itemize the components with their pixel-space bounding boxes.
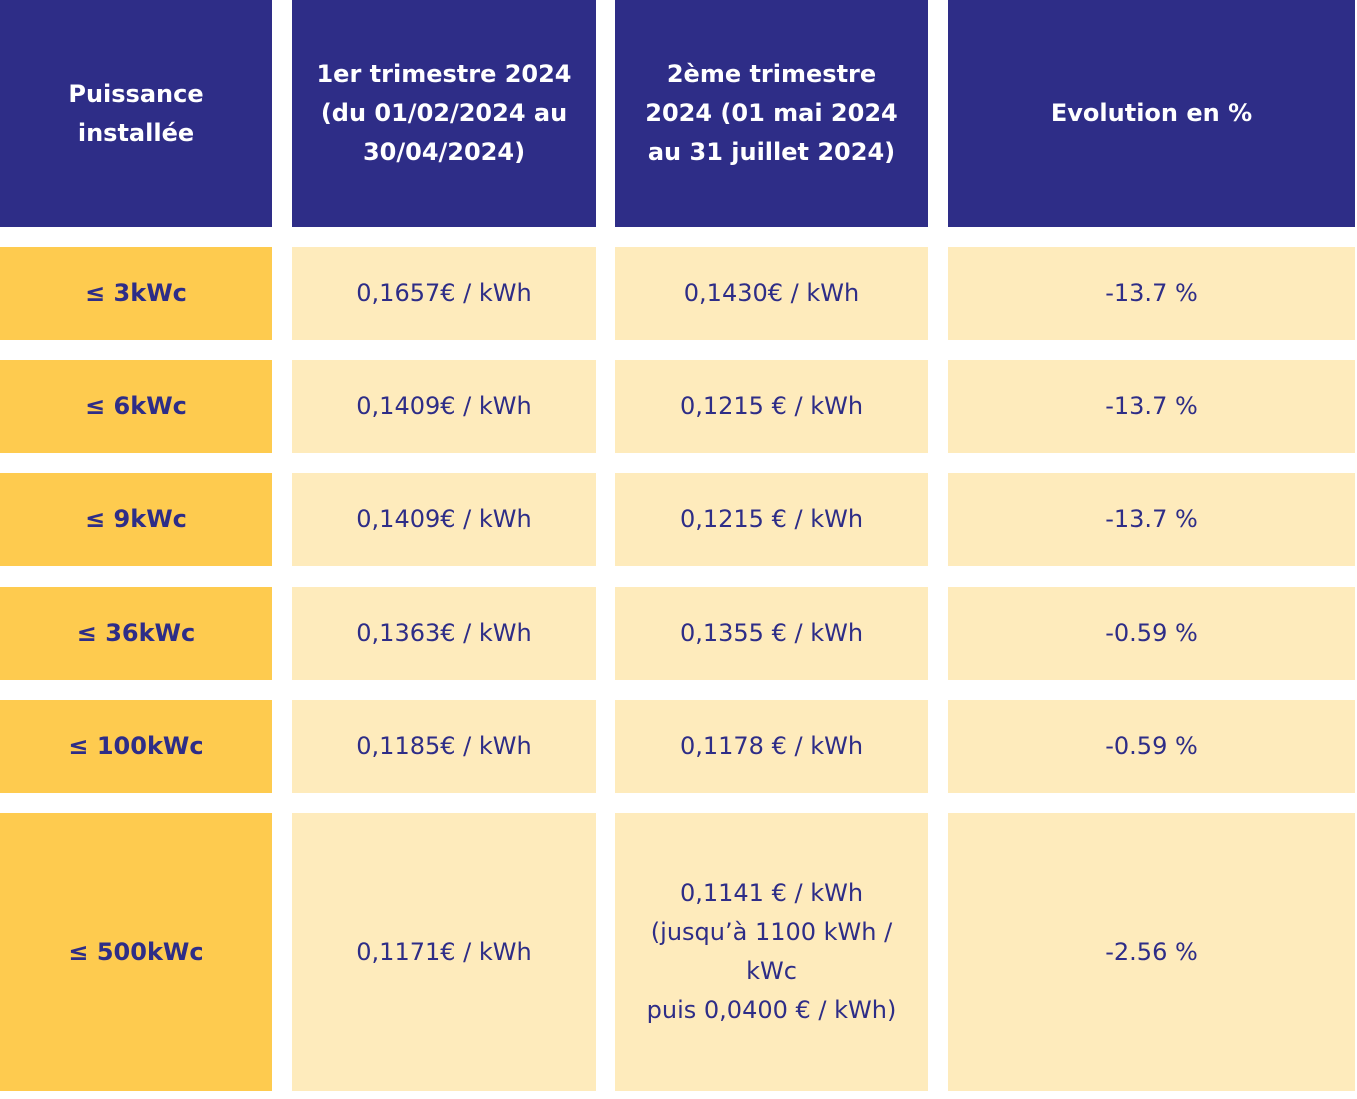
table-cell: 0,1355 € / kWh	[615, 587, 928, 680]
table-cell: -13.7 %	[948, 247, 1355, 340]
table-cell: 0,1141 € / kWh (jusqu’à 1100 kWh / kWc pui…	[615, 813, 928, 1091]
row-label: ≤ 3kWc	[0, 247, 272, 340]
cell-line: 0,1141 € / kWh	[679, 879, 864, 907]
row-label: ≤ 6kWc	[0, 360, 272, 453]
table-cell: 0,1178 € / kWh	[615, 700, 928, 793]
cell-line: puis 0,0400 € / kWh)	[646, 996, 897, 1024]
table-cell: 0,1215 € / kWh	[615, 360, 928, 453]
table-cell: -13.7 %	[948, 360, 1355, 453]
table-cell: -0.59 %	[948, 700, 1355, 793]
table-cell: -0.59 %	[948, 587, 1355, 680]
table-cell: -2.56 %	[948, 813, 1355, 1091]
table-cell: 0,1657€ / kWh	[292, 247, 596, 340]
row-label: ≤ 36kWc	[0, 587, 272, 680]
table-cell: 0,1409€ / kWh	[292, 360, 596, 453]
table-cell: 0,1409€ / kWh	[292, 473, 596, 566]
row-label: ≤ 100kWc	[0, 700, 272, 793]
table-cell: 0,1430€ / kWh	[615, 247, 928, 340]
table-cell: 0,1363€ / kWh	[292, 587, 596, 680]
row-label: ≤ 9kWc	[0, 473, 272, 566]
header-cell: 2ème trimestre 2024 (01 mai 2024 au 31 j…	[615, 0, 928, 227]
cell-line: (jusqu’à 1100 kWh / kWc	[650, 918, 893, 985]
table-cell: 0,1185€ / kWh	[292, 700, 596, 793]
table-cell: 0,1215 € / kWh	[615, 473, 928, 566]
header-cell: Puissance installée	[0, 0, 272, 227]
table-cell: 0,1171€ / kWh	[292, 813, 596, 1091]
row-label: ≤ 500kWc	[0, 813, 272, 1091]
table-cell: -13.7 %	[948, 473, 1355, 566]
header-cell: Evolution en %	[948, 0, 1355, 227]
header-cell: 1er trimestre 2024 (du 01/02/2024 au 30/…	[292, 0, 596, 227]
